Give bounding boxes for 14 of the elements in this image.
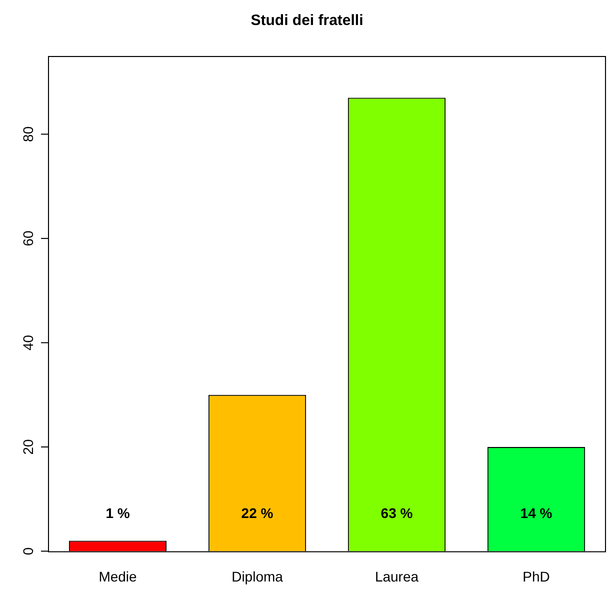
x-tick-label: PhD (522, 568, 550, 584)
x-tick-label: Diploma (232, 568, 284, 584)
y-tick-label: 60 (20, 230, 36, 246)
annotation: 1 % (106, 505, 130, 522)
x-tick-label: Laurea (374, 568, 419, 584)
annotation: 14 % (520, 505, 553, 522)
x-tick-label: Medie (98, 568, 138, 584)
annotation: 63 % (380, 505, 414, 522)
y-tick-label: 0 (20, 547, 36, 556)
chart-title: Studi dei fratelli (250, 12, 364, 30)
y-tick-label: 40 (20, 334, 36, 350)
annotation: 22 % (241, 505, 274, 522)
y-tick-label: 20 (20, 438, 36, 455)
y-tick-label: 80 (20, 126, 36, 142)
